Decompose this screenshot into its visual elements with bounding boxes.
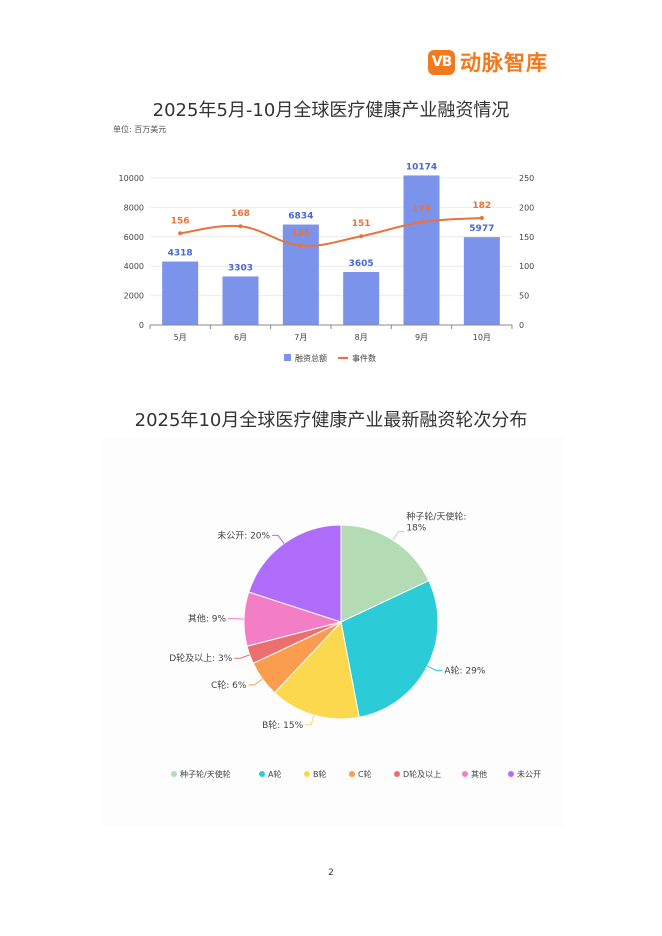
pie-legend-swatch: [349, 771, 355, 777]
pie-leader-line: [234, 654, 250, 659]
bar-data-label: 10174: [406, 162, 437, 172]
bar: [403, 175, 440, 325]
pie-slice-label: A轮: 29%: [444, 665, 486, 677]
line-point: [359, 234, 364, 239]
line-point: [298, 243, 303, 248]
pie-legend-swatch: [462, 771, 468, 777]
pie-legend-label: 种子轮/天使轮: [180, 769, 231, 779]
line-data-label: 151: [352, 219, 371, 229]
right-tick-label: 0: [519, 321, 524, 330]
combo-labels: 4318 3303 6834 3605 10174 5977 156 168 135 151 175…: [168, 162, 495, 273]
pie-slice-label: 未公开: 20%: [217, 529, 270, 541]
brand-logo: VB 动脉智库: [428, 48, 548, 76]
page-number: 2: [328, 868, 334, 878]
pie-chart-title: 2025年10月全球医疗健康产业最新融资轮次分布: [134, 410, 528, 431]
pie-slices: [243, 524, 439, 720]
pie-slice-label: B轮: 15%: [262, 719, 304, 731]
bar-chart-title: 2025年5月-10月全球医疗健康产业融资情况: [152, 100, 510, 121]
left-tick-label: 10000: [119, 174, 144, 183]
left-tick-label: 8000: [124, 203, 144, 212]
pie-labels: 种子轮/天使轮:18% A轮: 29% B轮: 15% C轮: 6% D轮及以上: 3%…: [169, 511, 486, 731]
pie-slice-label: 其他: 9%: [188, 613, 227, 625]
line-point: [419, 220, 424, 225]
right-tick-label: 250: [519, 174, 534, 183]
pie-leader-line: [427, 665, 443, 672]
bar-chart-unit-note: 单位: 百万美元: [113, 125, 167, 134]
logo-text: 动脉智库: [460, 51, 548, 75]
pie-legend-label: 其他: [471, 769, 487, 779]
combo-chart: 4318 3303 6834 3605 10174 5977 156 168 135 151 175…: [119, 162, 535, 363]
right-tick-label: 200: [519, 203, 534, 212]
line-data-label: 182: [472, 201, 491, 211]
pie-legend-swatch: [508, 771, 514, 777]
legend-label: 融资总额: [295, 353, 327, 363]
legend-label: 事件数: [352, 353, 376, 363]
bar-data-label: 6834: [288, 212, 313, 222]
legend-swatch-bar: [284, 354, 291, 361]
pie-chart: 种子轮/天使轮:18% A轮: 29% B轮: 15% C轮: 6% D轮及以上: 3%…: [169, 511, 541, 779]
logo-mark-icon: VB: [428, 49, 455, 75]
right-tick-label: 50: [519, 292, 529, 301]
series-line: [180, 216, 482, 247]
pie-legend-label: C轮: [358, 769, 372, 779]
pie-slice: [248, 524, 342, 623]
bar-data-label: 3605: [349, 259, 374, 269]
pie-slice-label: C轮: 6%: [211, 679, 247, 691]
x-tick-label: 9月: [415, 333, 428, 342]
line-data-label: 156: [171, 216, 190, 226]
combo-axes: 0 2000 4000 6000 8000 10000 0 50 100 150 200 250 5月 6…: [119, 174, 535, 342]
left-tick-label: 2000: [124, 292, 144, 301]
right-tick-label: 100: [519, 262, 534, 271]
pie-slice-label-value: 18%: [406, 524, 426, 534]
pie-legend-swatch: [171, 771, 177, 777]
combo-bars: [162, 175, 500, 325]
pie-leader-line: [248, 678, 263, 686]
bar: [463, 237, 500, 325]
line-point: [238, 224, 243, 229]
bar: [222, 276, 259, 325]
pie-leaders: [228, 531, 443, 726]
bar: [162, 261, 199, 325]
x-tick-label: 8月: [355, 333, 368, 342]
pie-legend-label: A轮: [268, 769, 281, 779]
bar-data-label: 3303: [228, 263, 253, 273]
pie-leader-line: [272, 534, 285, 544]
combo-line: [178, 215, 484, 248]
pie-leader-line: [305, 715, 315, 726]
bar: [343, 272, 380, 325]
left-tick-label: 6000: [124, 233, 144, 242]
right-tick-label: 150: [519, 233, 534, 242]
pie-legend-label: B轮: [313, 769, 327, 779]
line-point: [178, 231, 183, 236]
pie-legend-label: 未公开: [517, 769, 541, 779]
combo-legend: 融资总额 事件数: [284, 353, 376, 363]
line-data-label: 135: [291, 229, 310, 239]
x-tick-label: 10月: [473, 333, 491, 342]
x-tick-label: 6月: [234, 333, 247, 342]
bar: [282, 224, 319, 325]
x-tick-label: 7月: [294, 333, 307, 342]
line-data-label: 175: [412, 205, 431, 215]
bar-data-label: 4318: [168, 249, 193, 259]
pie-slice-label: D轮及以上: 3%: [169, 652, 233, 664]
pie-legend-label: D轮及以上: [403, 769, 441, 779]
pie-legend-swatch: [394, 771, 400, 777]
combo-grid: [150, 177, 512, 326]
line-data-label: 168: [231, 209, 250, 219]
x-tick-label: 5月: [174, 333, 187, 342]
line-point: [479, 215, 484, 220]
pie-slice: [340, 524, 430, 623]
pie-legend: 种子轮/天使轮 A轮 B轮 C轮 D轮及以上 其他 未公开: [171, 769, 541, 779]
left-tick-label: 0: [139, 321, 144, 330]
pie-legend-swatch: [259, 771, 265, 777]
pie-leader-line: [392, 531, 405, 541]
left-tick-label: 4000: [124, 262, 144, 271]
pie-slice-label: 种子轮/天使轮:: [406, 511, 466, 523]
pie-legend-swatch: [304, 771, 310, 777]
bar-data-label: 5977: [469, 224, 494, 234]
